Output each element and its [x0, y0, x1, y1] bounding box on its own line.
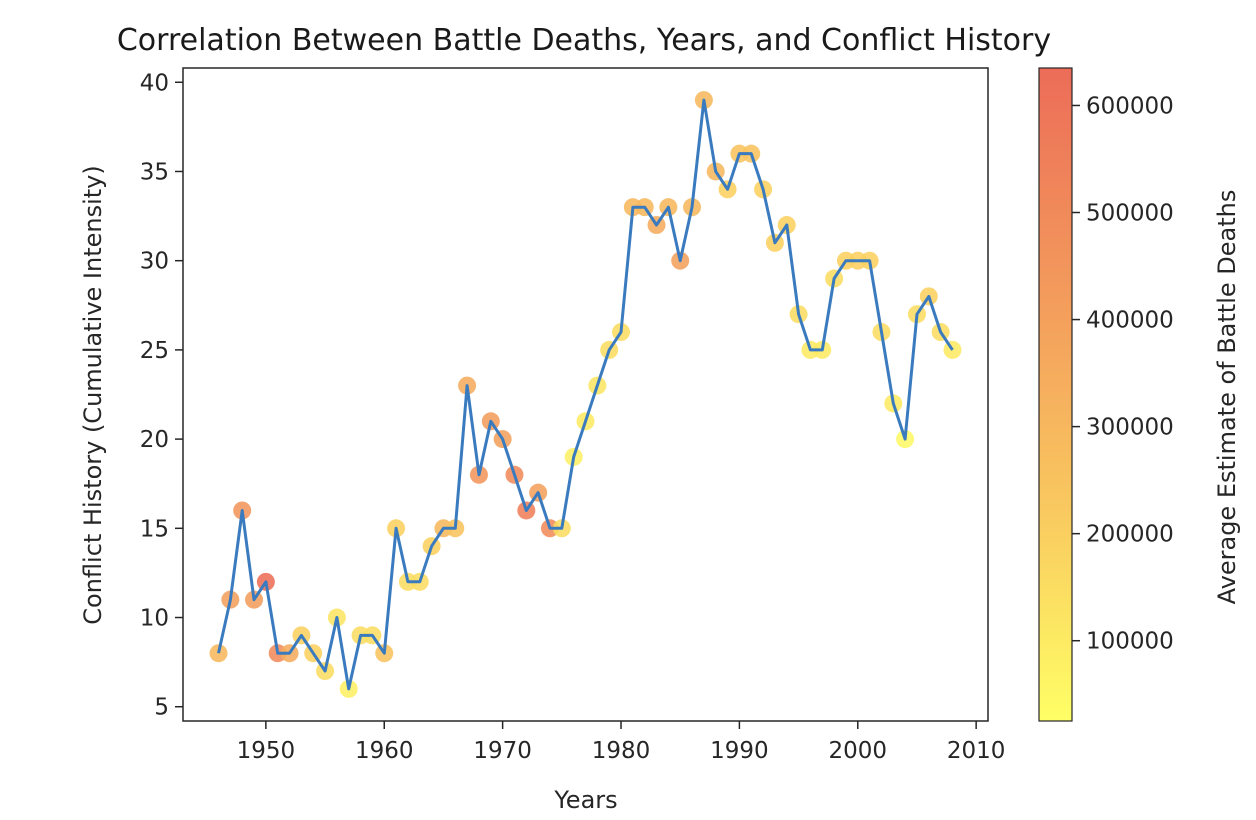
- colorbar-label: Average Estimate of Battle Deaths: [1213, 190, 1241, 605]
- chart-title: Correlation Between Battle Deaths, Years…: [117, 23, 1051, 58]
- y-tick-label: 25: [140, 338, 169, 364]
- series-line: [217, 98, 954, 691]
- y-axis-label: Conflict History (Cumulative Intensity): [79, 165, 107, 624]
- x-tick-label: 2000: [829, 738, 888, 764]
- y-tick-label: 5: [154, 695, 169, 721]
- y-tick-label: 20: [140, 427, 169, 453]
- y-tick-label: 15: [140, 516, 169, 542]
- y-tick-label: 40: [140, 70, 169, 96]
- colorbar-tick-label: 200000: [1086, 522, 1174, 548]
- x-tick-label: 1980: [592, 738, 651, 764]
- colorbar-tick-label: 300000: [1086, 415, 1174, 441]
- colorbar-tick-label: 400000: [1086, 308, 1174, 334]
- plot-frame: [182, 67, 989, 722]
- x-tick-label: 1990: [710, 738, 769, 764]
- y-tick-label: 10: [140, 606, 169, 632]
- x-tick-label: 1970: [473, 738, 532, 764]
- y-tick-label: 35: [140, 159, 169, 185]
- x-tick-label: 1960: [355, 738, 414, 764]
- x-tick-label: 1950: [237, 738, 296, 764]
- y-tick-label: 30: [140, 249, 169, 275]
- colorbar: [1038, 67, 1073, 722]
- trend-line: [217, 98, 954, 691]
- x-axis-label: Years: [553, 786, 617, 814]
- x-axis: 1950 1960 1970 1980 1990 2000 2010: [237, 721, 1006, 764]
- y-axis: 5 10 15 20 25 30 35 40: [140, 70, 183, 721]
- colorbar-tick-label: 100000: [1086, 629, 1174, 655]
- colorbar-tick-label: 600000: [1086, 93, 1174, 119]
- colorbar-ticks: 100000 200000 300000 400000 500000 600000: [1072, 93, 1174, 655]
- x-tick-label: 2010: [947, 738, 1006, 764]
- colorbar-tick-label: 500000: [1086, 201, 1174, 227]
